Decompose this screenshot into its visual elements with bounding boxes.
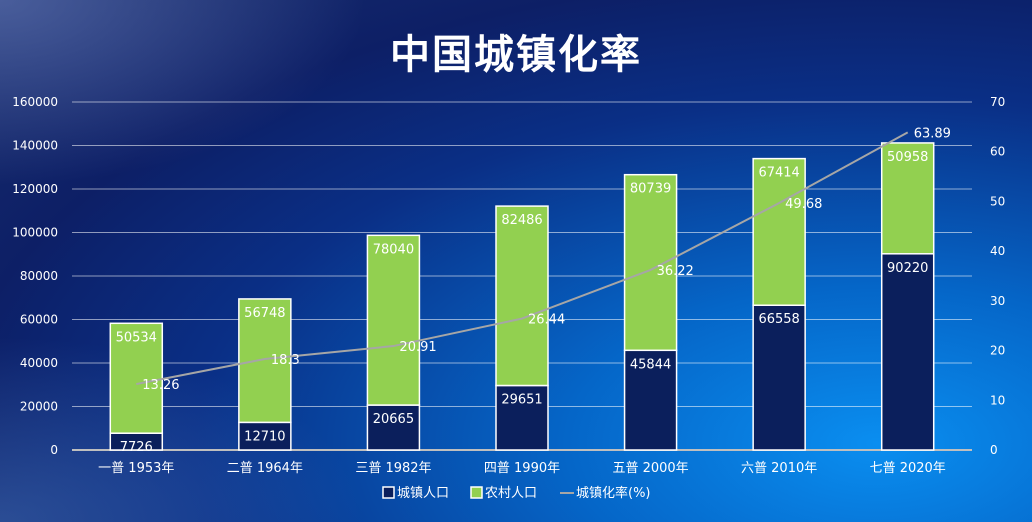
bar-urban (623, 349, 678, 451)
y2-tick-label: 60 (990, 145, 1005, 159)
y2-tick-label: 20 (990, 344, 1005, 358)
y2-tick-label: 0 (990, 443, 998, 457)
data-label-rural: 50958 (887, 150, 928, 165)
data-label-urban: 12710 (244, 429, 285, 444)
y2-tick-label: 50 (990, 194, 1005, 208)
legend-label-urban: 城镇人口 (397, 486, 449, 501)
legend-label-rural: 农村人口 (485, 486, 537, 501)
data-label-urban: 7726 (120, 440, 153, 455)
bar-rural (752, 157, 806, 306)
y2-tick-label: 40 (990, 244, 1005, 258)
data-label-urban: 90220 (887, 261, 928, 276)
y-tick-label: 60000 (20, 313, 58, 327)
data-label-rate: 13.26 (142, 378, 179, 393)
data-label-rural: 50534 (116, 330, 157, 345)
data-label-urban: 29651 (501, 393, 542, 408)
chart-title: 中国城镇化率 (390, 32, 642, 78)
y2-tick-label: 70 (990, 95, 1005, 109)
x-tick-label: 一普 1953年 (98, 461, 174, 476)
x-tick-label: 四普 1990年 (484, 461, 560, 476)
data-label-rate: 18.3 (271, 353, 300, 368)
x-tick-label: 三普 1982年 (355, 461, 431, 476)
bar-urban (880, 253, 935, 451)
bar-rural (880, 142, 935, 255)
bar-rural (366, 234, 421, 406)
bar-rural (495, 205, 549, 387)
y-tick-label: 40000 (20, 356, 58, 370)
data-label-rural: 80739 (630, 182, 671, 197)
data-label-rural: 67414 (758, 166, 799, 181)
x-tick-label: 六普 2010年 (741, 461, 817, 476)
bar-urban (752, 304, 806, 451)
data-label-urban: 66558 (758, 312, 799, 327)
y2-tick-label: 10 (990, 393, 1005, 407)
bar-rural (238, 298, 292, 424)
data-label-rate: 20.91 (399, 340, 436, 355)
data-label-rural: 78040 (373, 242, 414, 257)
x-tick-label: 二普 1964年 (227, 461, 303, 476)
data-label-rural: 56748 (244, 306, 285, 321)
y-tick-label: 20000 (20, 400, 58, 414)
data-label-urban: 20665 (373, 412, 414, 427)
legend-swatch-urban (382, 486, 395, 499)
data-label-rate: 63.89 (914, 126, 951, 141)
y2-tick-label: 30 (990, 294, 1005, 308)
y-tick-label: 120000 (12, 182, 58, 196)
data-label-rate: 49.68 (785, 197, 822, 212)
y-tick-label: 140000 (12, 139, 58, 153)
data-label-rural: 82486 (501, 213, 542, 228)
line-urbanization-rate (136, 131, 909, 386)
y-tick-label: 80000 (20, 269, 58, 283)
bar-rural (623, 173, 678, 352)
y-tick-label: 0 (50, 443, 58, 457)
bar-urban (495, 384, 549, 451)
x-tick-label: 五普 2000年 (612, 461, 688, 476)
y-tick-label: 160000 (12, 95, 58, 109)
data-label-urban: 45844 (630, 357, 671, 372)
y-tick-label: 100000 (12, 226, 58, 240)
data-label-rate: 26.44 (528, 313, 565, 328)
legend-swatch-rural (470, 486, 483, 499)
data-label-rate: 36.22 (657, 264, 694, 279)
x-tick-label: 七普 2020年 (870, 461, 946, 476)
legend-label-rate: 城镇化率(%) (576, 485, 651, 501)
